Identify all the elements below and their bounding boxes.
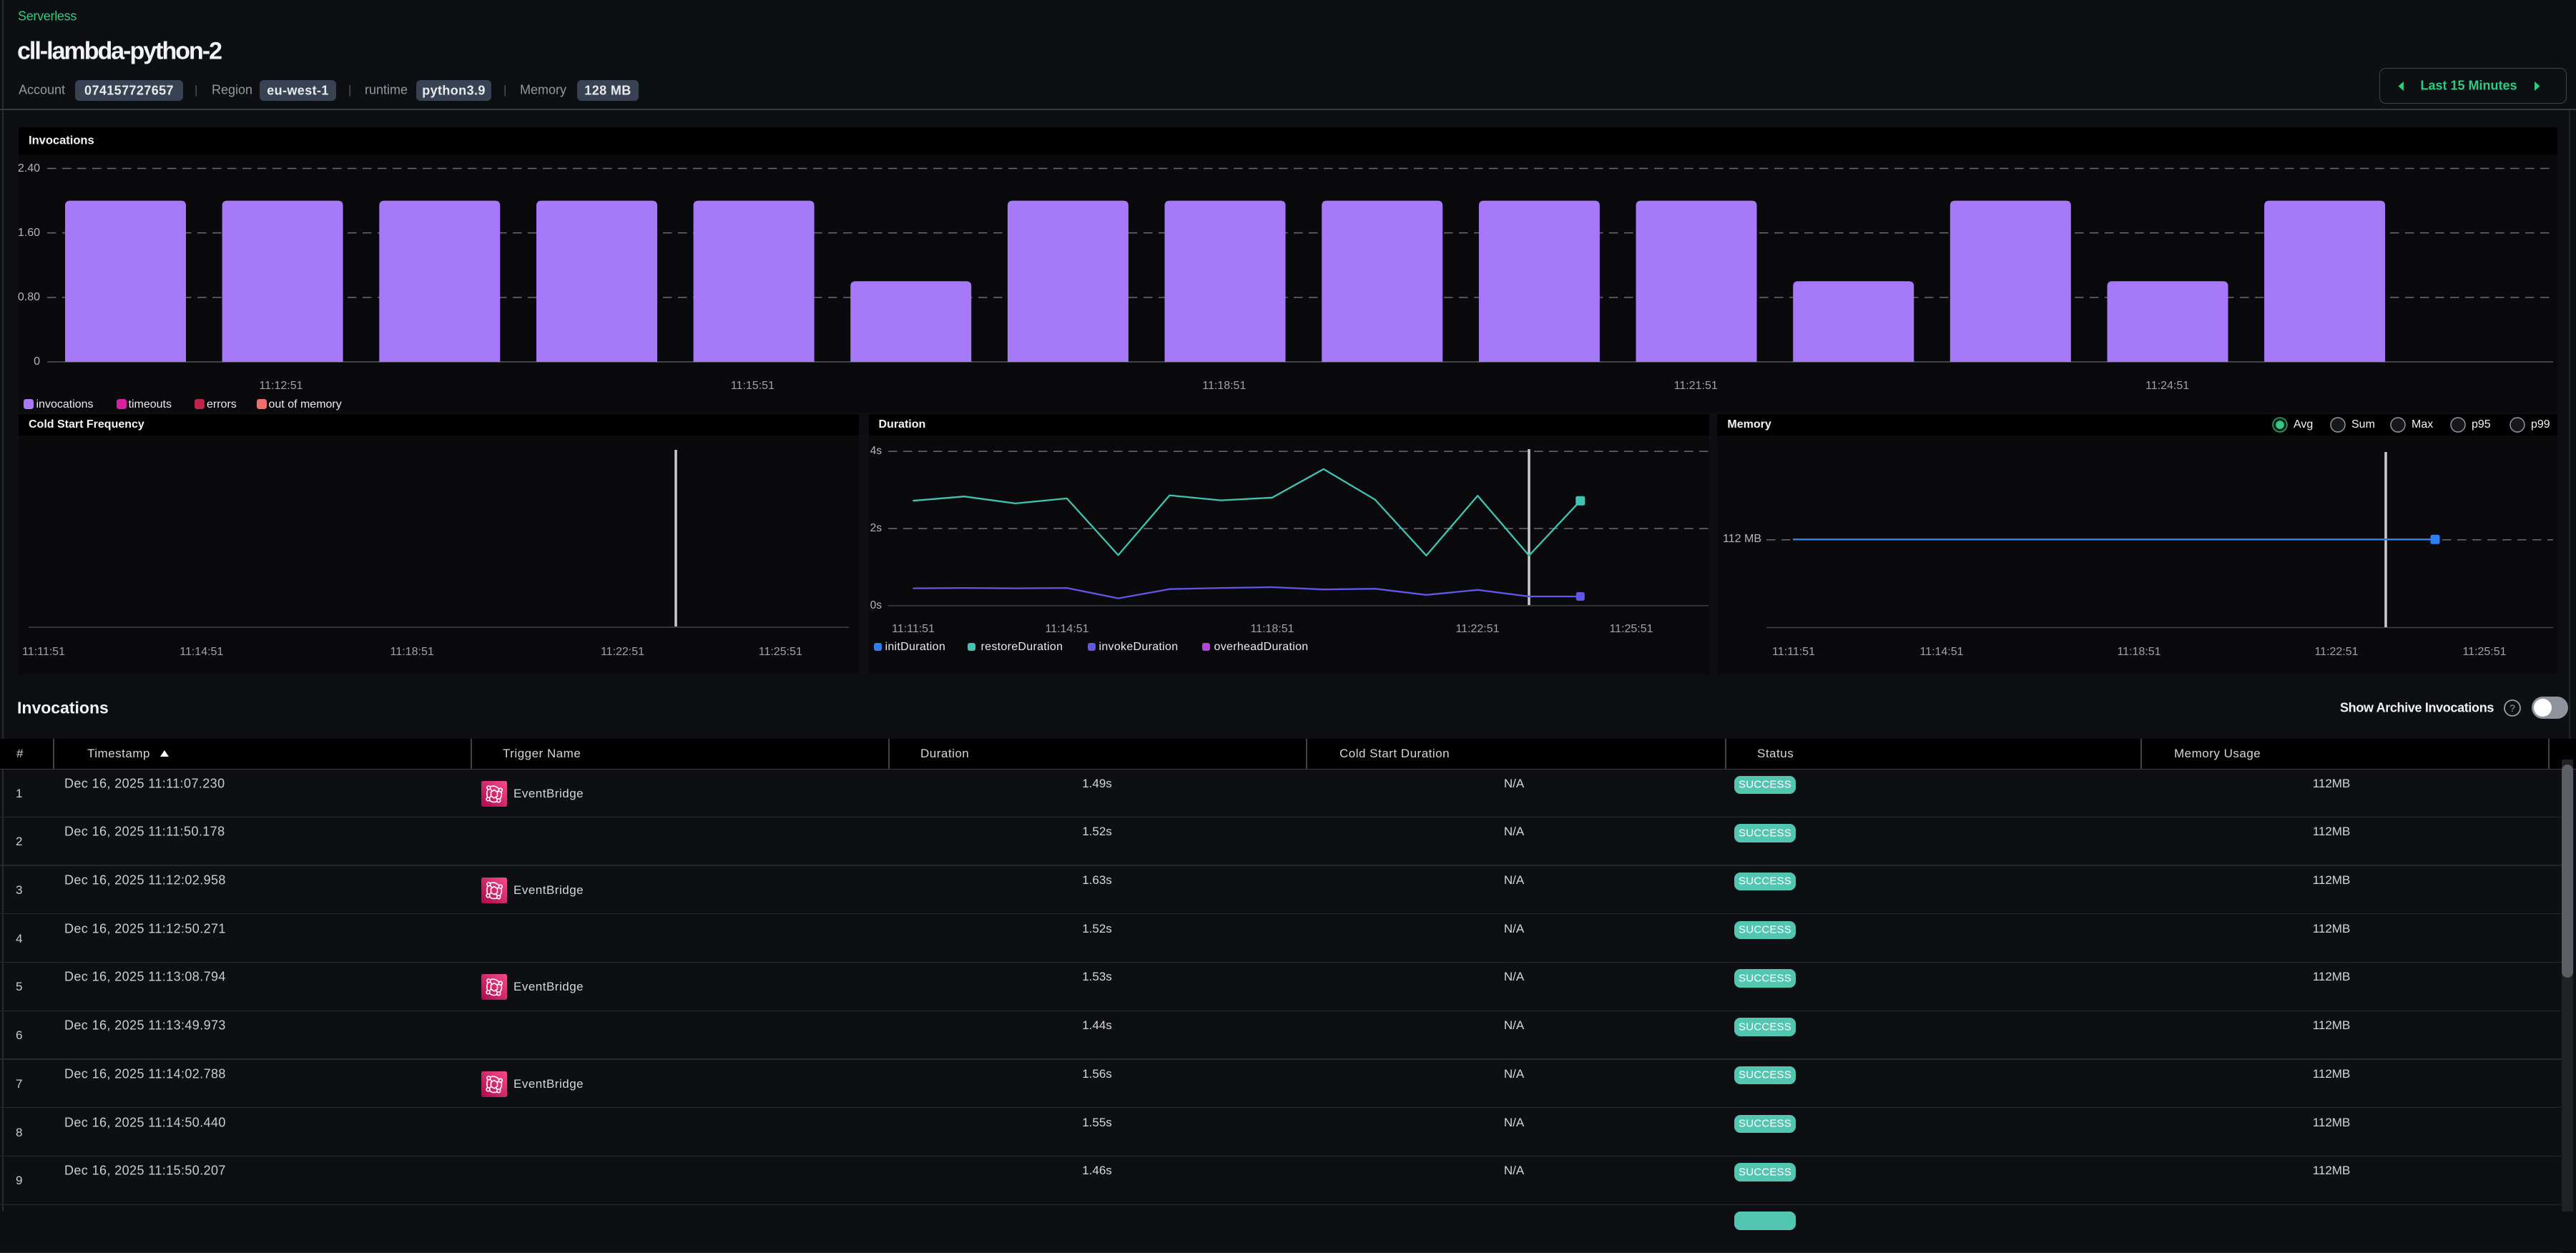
svg-text:?: ? xyxy=(2509,702,2515,714)
